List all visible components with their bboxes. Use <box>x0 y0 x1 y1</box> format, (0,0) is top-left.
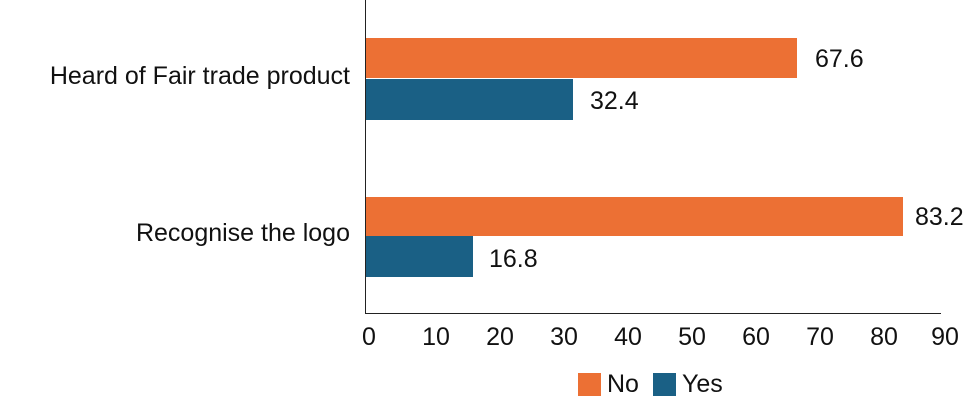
legend-swatch-yes <box>652 373 676 396</box>
value-label-heard-no: 67.6 <box>815 45 864 73</box>
x-tick: 70 <box>806 323 834 351</box>
legend-item-no: No <box>578 370 639 399</box>
x-tick: 30 <box>550 323 578 351</box>
value-label-logo-no: 83.2 <box>915 203 964 231</box>
x-tick: 50 <box>678 323 706 351</box>
category-label-heard: Heard of Fair trade product <box>49 62 350 90</box>
x-axis-line <box>365 313 941 314</box>
x-tick: 90 <box>931 323 959 351</box>
legend-label-no: No <box>607 370 639 398</box>
x-tick: 80 <box>870 323 898 351</box>
legend: No Yes <box>578 370 737 399</box>
value-label-logo-yes: 16.8 <box>489 245 538 273</box>
x-tick: 0 <box>362 323 376 351</box>
legend-item-yes: Yes <box>652 370 723 399</box>
bar-heard-no <box>366 38 797 78</box>
bar-heard-yes <box>366 79 573 120</box>
legend-swatch-no <box>578 373 601 396</box>
x-tick: 10 <box>422 323 450 351</box>
x-tick: 60 <box>742 323 770 351</box>
value-label-heard-yes: 32.4 <box>590 87 639 115</box>
category-label-logo: Recognise the logo <box>135 219 350 247</box>
bar-logo-yes <box>366 236 473 277</box>
x-tick: 20 <box>486 323 514 351</box>
legend-label-yes: Yes <box>681 370 723 398</box>
y-axis-line <box>365 0 366 314</box>
bar-logo-no <box>366 197 903 236</box>
x-tick: 40 <box>614 323 642 351</box>
